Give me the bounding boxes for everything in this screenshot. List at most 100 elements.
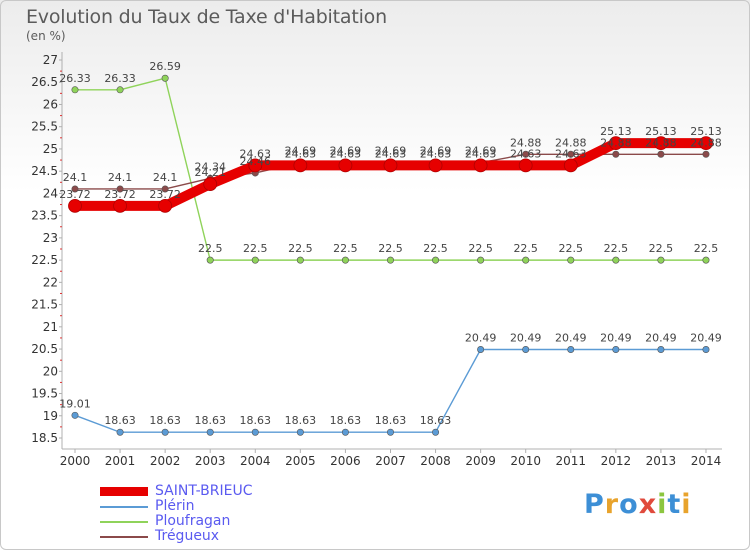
data-label: 22.5 bbox=[243, 242, 268, 255]
logo-letter: x bbox=[638, 489, 658, 520]
data-label: 23.72 bbox=[149, 188, 181, 201]
data-label: 24.63 bbox=[465, 147, 497, 160]
data-label: 24.69 bbox=[420, 145, 452, 158]
logo-letter: i bbox=[657, 489, 668, 520]
data-label: 19.01 bbox=[59, 397, 91, 410]
legend-label: Ploufragan bbox=[155, 513, 231, 529]
x-tick-label: 2014 bbox=[691, 454, 722, 468]
legend-label: SAINT-BRIEUC bbox=[155, 483, 253, 499]
data-label: 24.88 bbox=[555, 136, 587, 149]
logo-letter: r bbox=[604, 489, 620, 520]
data-point bbox=[702, 150, 710, 158]
data-point bbox=[293, 158, 308, 173]
y-tick-label: 19 bbox=[43, 409, 58, 423]
data-point bbox=[248, 158, 263, 173]
data-point bbox=[386, 428, 394, 436]
data-point bbox=[386, 256, 394, 264]
data-point bbox=[296, 256, 304, 264]
data-label: 18.63 bbox=[420, 414, 452, 427]
y-tick-label: 21.5 bbox=[31, 298, 58, 312]
logo-letter: o bbox=[619, 489, 639, 520]
y-tick-label: 23.5 bbox=[31, 209, 58, 223]
data-point bbox=[203, 177, 218, 191]
data-label: 24.63 bbox=[330, 147, 362, 160]
data-point bbox=[161, 74, 169, 82]
data-label: 24.63 bbox=[375, 147, 407, 160]
chart-legend: SAINT-BRIEUC Plérin Ploufragan Trégueux bbox=[100, 484, 300, 544]
data-point bbox=[654, 136, 668, 151]
logo-letter: t bbox=[667, 489, 682, 520]
data-label: 25.13 bbox=[690, 125, 722, 138]
data-label: 18.63 bbox=[375, 414, 407, 427]
y-tick-label: 20.5 bbox=[31, 342, 58, 356]
data-label: 22.5 bbox=[559, 242, 584, 255]
legend-item: Plérin bbox=[100, 499, 300, 514]
data-point bbox=[702, 346, 710, 354]
data-point bbox=[567, 346, 575, 354]
chart-title: Evolution du Taux de Taxe d'Habitation bbox=[26, 6, 387, 28]
legend-swatch bbox=[100, 521, 148, 523]
data-label: 22.5 bbox=[513, 242, 538, 255]
y-tick-label: 26 bbox=[43, 97, 58, 111]
data-label: 22.5 bbox=[198, 242, 223, 255]
data-label: 24.34 bbox=[194, 160, 226, 173]
legend-item: Trégueux bbox=[100, 529, 300, 544]
x-tick-label: 2004 bbox=[240, 454, 271, 468]
data-label: 20.49 bbox=[555, 332, 587, 345]
y-tick-label: 26.5 bbox=[31, 75, 58, 89]
x-tick-label: 2012 bbox=[601, 454, 632, 468]
data-label: 23.72 bbox=[104, 188, 136, 201]
data-label: 24.63 bbox=[285, 147, 317, 160]
data-point bbox=[612, 150, 620, 158]
logo-letter: i bbox=[681, 489, 692, 520]
y-tick-label: 18.5 bbox=[31, 431, 58, 445]
data-point bbox=[296, 428, 304, 436]
data-label: 25.13 bbox=[645, 125, 677, 138]
data-label: 24.88 bbox=[645, 136, 677, 149]
data-point bbox=[432, 428, 440, 436]
x-tick-label: 2000 bbox=[60, 454, 91, 468]
data-point bbox=[251, 428, 259, 436]
x-tick-label: 2010 bbox=[510, 454, 541, 468]
data-point bbox=[206, 428, 214, 436]
data-point bbox=[522, 150, 530, 158]
y-tick-label: 20 bbox=[43, 364, 58, 378]
data-point bbox=[116, 428, 124, 436]
data-label: 22.5 bbox=[423, 242, 448, 255]
data-label: 23.72 bbox=[59, 188, 91, 201]
data-point bbox=[522, 256, 530, 264]
x-tick-label: 2011 bbox=[555, 454, 586, 468]
data-label: 24.69 bbox=[330, 145, 362, 158]
data-label: 22.5 bbox=[333, 242, 358, 255]
data-point bbox=[116, 86, 124, 94]
y-tick-label: 24.5 bbox=[31, 164, 58, 178]
data-label: 18.63 bbox=[104, 414, 136, 427]
data-point bbox=[477, 346, 485, 354]
data-point bbox=[473, 158, 488, 173]
data-point bbox=[71, 411, 79, 419]
y-tick-label: 24 bbox=[43, 186, 58, 200]
data-point bbox=[68, 198, 82, 213]
x-tick-label: 2006 bbox=[330, 454, 361, 468]
data-label: 20.49 bbox=[600, 332, 632, 345]
x-tick-label: 2001 bbox=[105, 454, 136, 468]
data-point bbox=[338, 158, 353, 173]
data-point bbox=[657, 256, 665, 264]
data-point bbox=[563, 158, 578, 173]
data-point bbox=[608, 136, 623, 151]
data-point bbox=[432, 256, 440, 264]
data-label: 22.5 bbox=[468, 242, 493, 255]
data-label: 24.1 bbox=[153, 171, 178, 184]
data-label: 20.49 bbox=[510, 332, 542, 345]
x-tick-label: 2002 bbox=[150, 454, 181, 468]
x-tick-label: 2003 bbox=[195, 454, 226, 468]
data-label: 24.88 bbox=[510, 136, 542, 149]
data-label: 24.88 bbox=[690, 136, 722, 149]
data-label: 18.63 bbox=[330, 414, 362, 427]
x-tick-label: 2009 bbox=[465, 454, 496, 468]
data-point bbox=[251, 256, 259, 264]
data-point bbox=[477, 256, 485, 264]
data-point bbox=[522, 346, 530, 354]
x-tick-label: 2008 bbox=[420, 454, 451, 468]
y-tick-label: 27 bbox=[43, 53, 58, 67]
